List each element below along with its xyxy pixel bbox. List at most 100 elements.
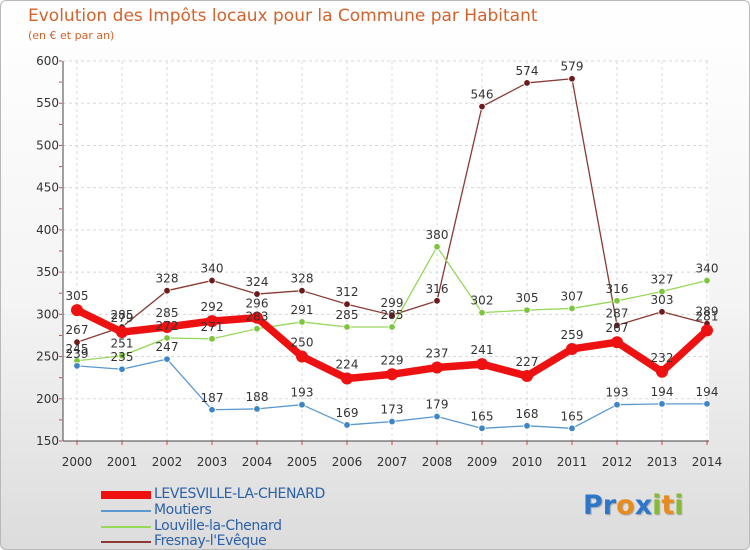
data-label: 168: [516, 407, 539, 421]
logo-letter: i: [652, 490, 662, 521]
data-label: 579: [561, 60, 584, 74]
y-tick-label: 450: [36, 181, 59, 195]
x-tick-label: 2000: [62, 455, 93, 469]
data-label: 292: [201, 300, 224, 314]
data-label: 312: [336, 285, 359, 299]
data-label: 247: [156, 340, 179, 354]
data-point: [343, 421, 351, 429]
data-label: 241: [471, 343, 494, 357]
data-point: [478, 102, 486, 111]
legend-label-moutiers: Moutiers: [154, 502, 212, 518]
data-point: [118, 365, 126, 373]
chart-subtitle: (en € et par an): [28, 29, 115, 42]
data-point: [568, 75, 576, 83]
data-point: [71, 304, 83, 317]
data-point: [161, 321, 173, 333]
y-tick-label: 250: [36, 350, 59, 364]
data-point: [658, 287, 666, 296]
data-label: 305: [66, 289, 89, 303]
data-label: 285: [156, 306, 179, 320]
y-tick-label: 150: [36, 434, 59, 448]
logo-letter: t: [661, 490, 675, 521]
x-tick-label: 2002: [152, 455, 183, 469]
data-point: [568, 304, 576, 313]
logo-letter: x: [634, 490, 653, 521]
data-point: [523, 306, 531, 314]
data-label: 283: [246, 310, 269, 324]
x-tick-label: 2009: [467, 455, 498, 469]
y-tick-label: 550: [36, 96, 59, 110]
data-point: [433, 243, 441, 251]
legend-swatch-moutiers: [101, 510, 151, 512]
data-label: 239: [66, 347, 89, 361]
data-label: 328: [156, 272, 179, 286]
legend-label-fresnay: Fresnay-l'Evêque: [154, 533, 267, 549]
data-point: [478, 424, 486, 433]
data-label: 188: [246, 390, 269, 404]
data-label: 285: [336, 308, 359, 322]
data-point: [251, 311, 263, 324]
data-point: [298, 318, 306, 326]
x-tick-label: 2007: [377, 455, 408, 469]
y-tick-label: 400: [36, 223, 59, 237]
data-label: 574: [516, 64, 539, 78]
proxiti-logo: Proxiti: [583, 490, 684, 521]
plot-area: [63, 61, 709, 441]
data-point: [613, 321, 621, 330]
data-point: [298, 286, 306, 295]
data-point: [523, 79, 531, 87]
data-label: 165: [561, 409, 584, 423]
data-point: [613, 297, 621, 305]
data-point: [566, 342, 578, 355]
data-point: [433, 297, 441, 305]
data-label: 232: [651, 351, 674, 365]
logo-letter: P: [583, 490, 603, 521]
data-point: [613, 400, 621, 409]
data-point: [341, 372, 353, 385]
x-tick-label: 2013: [647, 455, 678, 469]
data-label: 305: [516, 291, 539, 305]
legend-label-louville: Louville-la-Chenard: [154, 518, 282, 534]
data-label: 194: [651, 385, 674, 399]
y-tick-label: 300: [36, 307, 59, 321]
data-point: [703, 400, 711, 408]
data-label: 187: [201, 391, 224, 405]
logo-letter: r: [602, 490, 617, 521]
data-point: [73, 338, 81, 346]
data-point: [296, 350, 308, 363]
data-label: 291: [291, 303, 314, 317]
data-point: [388, 417, 396, 426]
data-label: 279: [111, 311, 134, 325]
data-point: [206, 315, 218, 328]
x-tick-label: 2001: [107, 455, 138, 469]
grid: [63, 60, 709, 442]
data-label: 546: [471, 88, 494, 102]
chart-title: Evolution des Impôts locaux pour la Comm…: [28, 6, 538, 26]
x-tick-label: 2012: [602, 455, 633, 469]
data-label: 380: [426, 228, 449, 242]
data-point: [568, 424, 576, 433]
data-label: 227: [516, 355, 539, 369]
data-point: [521, 369, 533, 382]
series: [71, 75, 713, 433]
data-point: [163, 334, 171, 342]
x-tick-label: 2008: [422, 455, 453, 469]
data-label: 287: [606, 306, 629, 320]
data-point: [478, 308, 486, 317]
data-point: [386, 368, 398, 381]
data-point: [253, 405, 261, 413]
data-label: 316: [606, 282, 629, 296]
data-label: 272: [156, 319, 179, 333]
data-point: [343, 300, 351, 308]
data-point: [116, 326, 128, 339]
data-label: 316: [426, 282, 449, 296]
data-point: [208, 276, 216, 285]
data-label: 328: [291, 272, 314, 286]
data-label: 267: [606, 321, 629, 335]
data-label: 179: [426, 398, 449, 412]
data-label: 340: [696, 262, 719, 276]
data-label: 193: [291, 386, 314, 400]
data-label: 303: [651, 293, 674, 307]
data-label: 193: [606, 386, 629, 400]
